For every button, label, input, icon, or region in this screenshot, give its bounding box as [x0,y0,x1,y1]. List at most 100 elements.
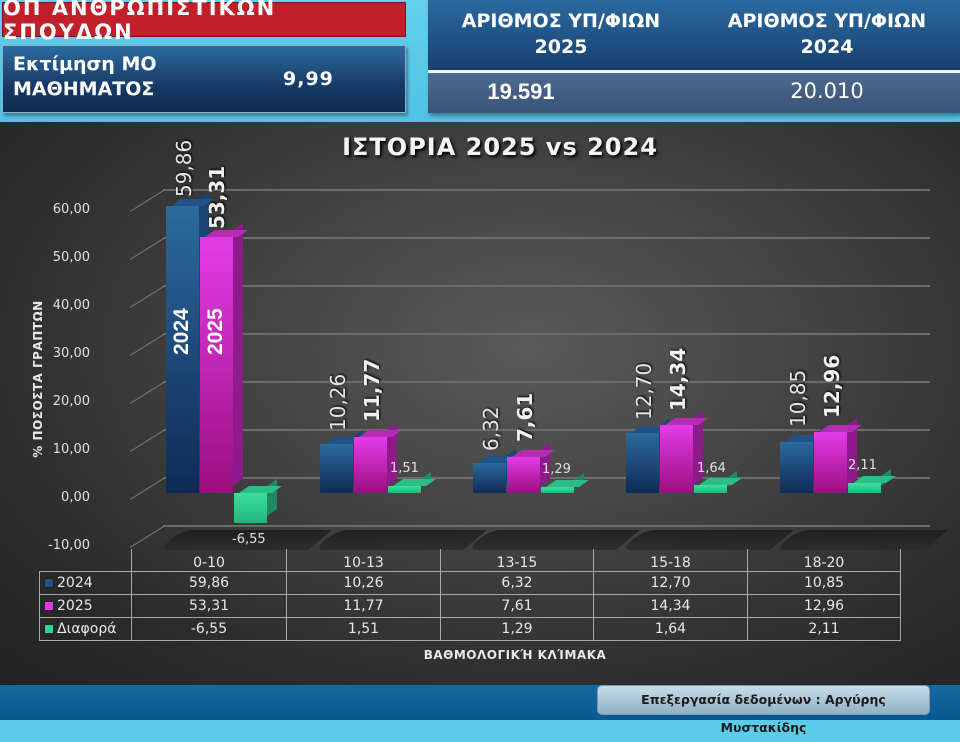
table-cell: 1,51 [286,617,441,641]
y-tick: 0,00 [61,490,90,505]
average-estimate-label-line1: Εκτίμηση ΜΟ [13,53,157,75]
bar-2025-0-10 [200,222,248,493]
y-tick: 60,00 [52,202,90,217]
y-tick: 30,00 [52,346,90,361]
candidates-count-row: 19.591 20.010 [428,73,960,113]
data-label-2024: 6,32 [479,406,503,451]
y-axis-title: % ΠΟΣΟΣΤΑ ΓΡΑΠΤΩΝ [31,300,45,458]
candidates-2025-value: 19.591 [487,79,555,104]
gridline [163,429,930,431]
credit-label: Επεξεργασία δεδομένων : Αργύρης Μυστακίδ… [597,685,930,735]
table-cell: 14,34 [593,594,748,618]
data-label-diff: 2,11 [848,458,877,473]
data-label-2025: 11,77 [360,358,384,422]
bar-diff-18-20 [848,468,896,493]
bar-diff-13-15 [541,472,589,493]
legend-2024: 2024 [39,571,132,595]
data-label-2025: 12,96 [820,354,844,418]
bar-2025-10-13 [354,422,402,493]
legend-diff: Διαφορά [39,617,132,641]
data-label-diff: 1,29 [542,462,571,477]
chart-data-table: 0-10 10-13 13-15 15-18 18-20 2024 59,86 … [39,549,901,641]
floor-shadow [466,530,640,550]
table-cell: 10,26 [286,571,441,595]
candidates-2024-header-line1: ΑΡΙΘΜΟΣ ΥΠ/ΦΙΩΝ [727,10,927,32]
table-cell: 11,77 [286,594,441,618]
average-estimate-box: Εκτίμηση ΜΟ ΜΑΘΗΜΑΤΟΣ 9,99 [2,45,406,113]
floor-shadow [313,530,487,550]
data-table-row-diff: Διαφορά -6,55 1,51 1,29 1,64 2,11 [39,617,901,641]
floor-shadow [620,530,794,550]
data-table-corner [39,549,132,572]
table-cell: 12,70 [593,571,748,595]
table-cell: 53,31 [131,594,287,618]
table-cell: 7,61 [440,594,594,618]
candidates-count-header: ΑΡΙΘΜΟΣ ΥΠ/ΦΙΩΝ 2025 ΑΡΙΘΜΟΣ ΥΠ/ΦΙΩΝ 202… [428,0,960,73]
data-label-2025: 53,31 [205,165,229,229]
gridline [163,381,930,383]
table-cell: -6,55 [131,617,287,641]
data-label-2025: 7,61 [513,392,537,442]
bar-2025-18-20 [814,417,862,493]
gridline [163,285,930,287]
floor-shadow [774,530,948,550]
table-cell: 12,96 [747,594,901,618]
legend-swatch-2025-icon [44,601,54,611]
bar-2024-13-15 [473,448,521,493]
candidates-count-table: ΑΡΙΘΜΟΣ ΥΠ/ΦΙΩΝ 2025 ΑΡΙΘΜΟΣ ΥΠ/ΦΙΩΝ 202… [428,0,960,113]
candidates-2024-value: 20.010 [790,79,864,103]
category-label: 18-20 [747,549,901,572]
gridline [163,333,930,335]
legend-swatch-diff-icon [44,624,54,634]
candidates-2025-header-line1: ΑΡΙΘΜΟΣ ΥΠ/ΦΙΩΝ [461,10,661,32]
data-label-diff: 1,64 [697,461,726,476]
bar-diff-10-13 [388,471,436,493]
table-cell: 1,29 [440,617,594,641]
in-bar-label-2024: 2024 [170,308,193,355]
candidates-2024-header: ΑΡΙΘΜΟΣ ΥΠ/ΦΙΩΝ 2024 [694,8,960,60]
y-tick: 10,00 [52,442,90,457]
subject-title: ΟΠ ΑΝΘΡΩΠΙΣΤΙΚΩΝ ΣΠΟΥΔΩΝ [2,0,406,44]
candidates-2025-header: ΑΡΙΘΜΟΣ ΥΠ/ΦΙΩΝ 2025 [428,8,694,60]
bar-2024-18-20 [780,427,828,493]
chart-title: ΙΣΤΟΡΙΑ 2025 vs 2024 [342,133,658,161]
y-tick: 50,00 [52,250,90,265]
data-table-row-2024: 2024 59,86 10,26 6,32 12,70 10,85 [39,571,901,595]
gridline [163,189,930,191]
in-bar-label-2025: 2025 [204,308,227,355]
legend-label: Διαφορά [57,621,117,637]
legend-2025: 2025 [39,594,132,618]
category-label: 10-13 [286,549,441,572]
data-label-2024: 59,86 [172,139,196,197]
data-label-diff: 1,51 [390,461,419,476]
legend-label: 2025 [57,598,93,614]
candidates-2025-header-line2: 2025 [534,36,588,58]
data-table-row-2025: 2025 53,31 11,77 7,61 14,34 12,96 [39,594,901,618]
data-label-2025: 14,34 [666,347,690,411]
average-estimate-value: 9,99 [283,68,334,90]
legend-label: 2024 [57,575,93,591]
data-label-2024: 10,85 [786,369,810,427]
bar-diff-0-10 [234,478,282,523]
table-cell: 6,32 [440,571,594,595]
y-tick: 40,00 [52,298,90,313]
table-cell: 2,11 [747,617,901,641]
average-estimate-label: Εκτίμηση ΜΟ ΜΑΘΗΜΑΤΟΣ [13,52,157,102]
bar-2024-15-18 [626,418,674,493]
bar-2024-0-10 [166,191,214,493]
data-label-2024: 10,26 [326,373,350,431]
data-label-diff: -6,55 [232,532,266,547]
average-estimate-label-line2: ΜΑΘΗΜΑΤΟΣ [13,78,155,100]
legend-swatch-2024-icon [44,578,54,588]
data-table-header-row: 0-10 10-13 13-15 15-18 18-20 [39,549,901,572]
gridline [163,237,930,239]
bar-diff-15-18 [694,470,742,493]
bar-2025-13-15 [507,442,555,493]
table-cell: 10,85 [747,571,901,595]
gridline [163,525,930,527]
data-label-2024: 12,70 [632,362,656,420]
bar-2024-10-13 [320,429,368,493]
table-cell: 59,86 [131,571,287,595]
y-tick: 20,00 [52,394,90,409]
x-axis-title: ΒΑΘΜΟΛΟΓΙΚΉ ΚΛΊΜΑΚΑ [423,648,607,662]
